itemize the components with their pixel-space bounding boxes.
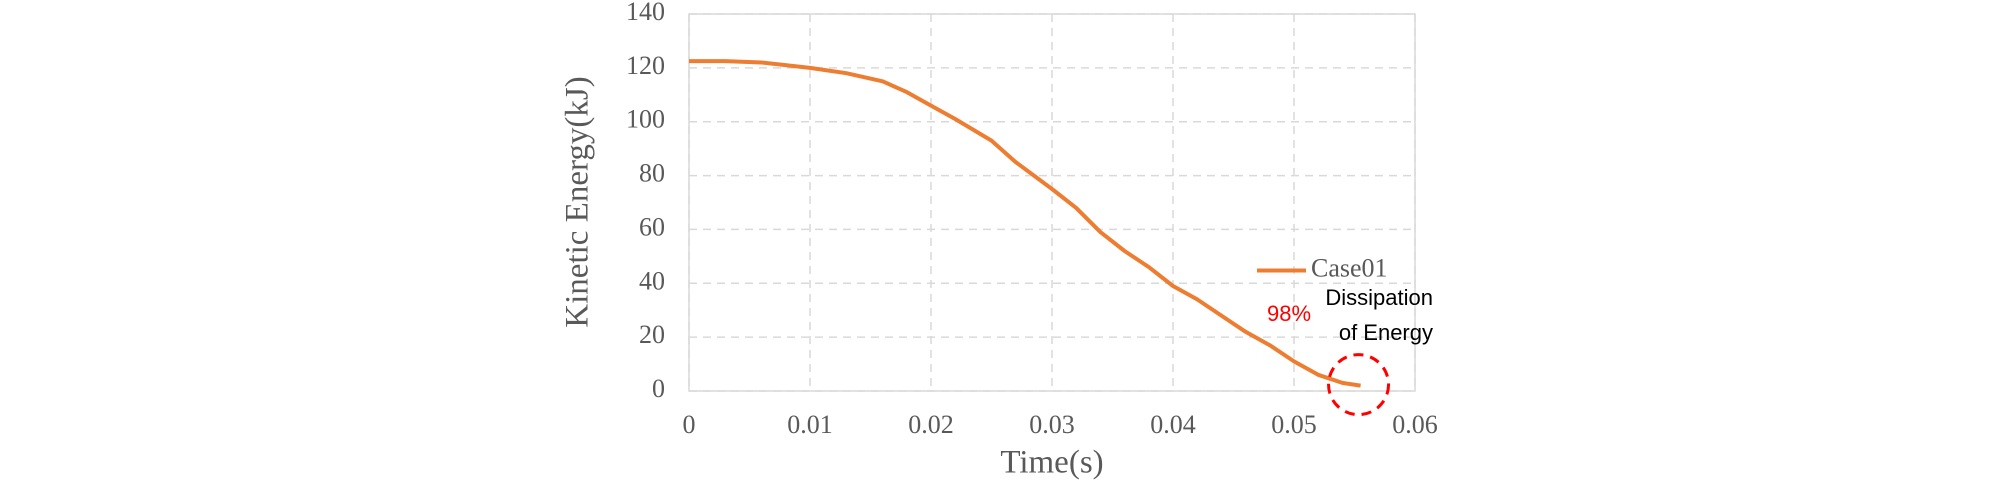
y-axis-title: Kinetic Energy(kJ) <box>560 76 596 327</box>
annotation-note: Dissipation <box>1325 285 1433 310</box>
highlight-circle <box>1327 353 1391 417</box>
x-tick-label: 0.03 <box>1029 410 1075 439</box>
x-axis-title: Time(s) <box>1000 445 1103 481</box>
y-tick-label: 120 <box>626 51 665 80</box>
data-line <box>689 59 1361 388</box>
y-tick-label: 20 <box>639 320 665 349</box>
x-tick-label: 0.02 <box>908 410 954 439</box>
x-tick-label: 0.04 <box>1150 410 1196 439</box>
y-tick-label: 100 <box>626 105 665 134</box>
y-tick-label: 60 <box>639 212 665 241</box>
x-tick-label: 0.05 <box>1271 410 1317 439</box>
y-tick-label: 80 <box>639 159 665 188</box>
x-tick-label: 0.01 <box>787 410 833 439</box>
annotation-note: of Energy <box>1339 320 1433 345</box>
x-tick-label: 0 <box>683 410 696 439</box>
y-tick-label: 40 <box>639 266 665 295</box>
y-tick-label: 140 <box>626 0 665 26</box>
annotation-percent: 98% <box>1267 301 1311 326</box>
x-tick-label: 0.06 <box>1392 410 1438 439</box>
plot-border <box>688 13 1416 392</box>
y-tick-label: 0 <box>652 374 665 403</box>
legend-label: Case01 <box>1311 253 1388 282</box>
